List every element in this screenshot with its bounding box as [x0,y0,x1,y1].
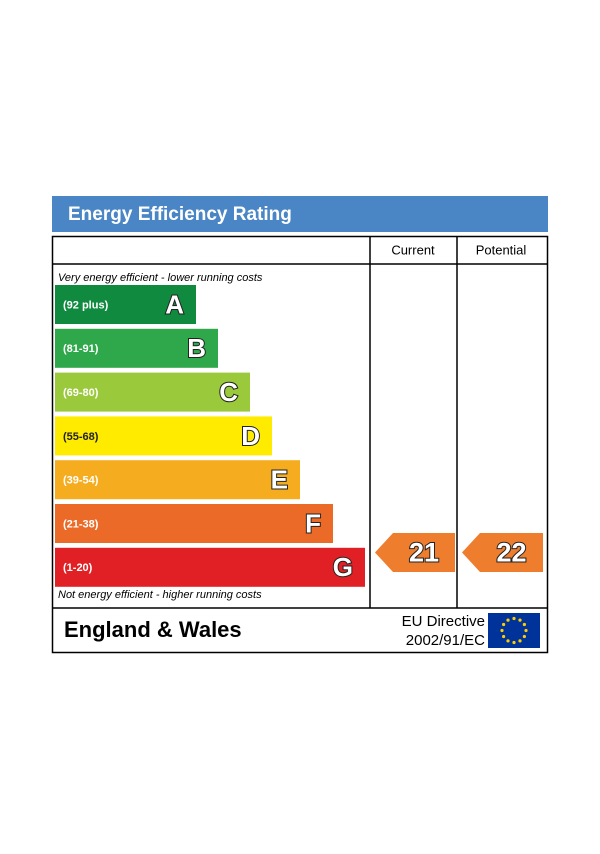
rating-value: 22 [496,538,526,568]
band-range: (21-38) [63,518,99,530]
band-range: (92 plus) [63,299,109,311]
title-bar [52,196,548,232]
band-letter: G [333,552,353,582]
directive: 2002/91/EC [406,632,485,649]
eu-star [506,639,510,643]
eu-star [506,618,510,622]
eu-star [518,639,522,643]
band [55,416,272,456]
eu-star [502,634,506,639]
band-letter: E [271,465,288,495]
eu-star [522,622,526,627]
column-header: Potential [476,242,527,257]
column-header: Current [391,242,435,257]
band-range: (39-54) [63,475,99,487]
band [55,460,300,500]
band [55,328,218,368]
eu-star [522,634,526,639]
band [55,547,365,587]
band-letter: F [305,508,321,538]
band-letter: B [187,333,206,363]
title: Energy Efficiency Rating [68,204,292,225]
eu-star [502,622,506,627]
rating-arrow [375,533,455,572]
band-range: (81-91) [63,343,99,355]
eu-star [518,618,522,622]
band-letter: C [219,377,238,407]
directive: EU Directive [402,613,485,630]
eu-star [500,628,504,633]
band [55,372,250,412]
band-range: (69-80) [63,387,99,399]
band [55,504,333,543]
eu-star [512,616,516,621]
rating-value: 21 [409,538,439,568]
eu-stars [500,616,528,645]
band-letter: A [165,289,184,319]
band-range: (55-68) [63,431,99,443]
eu-star [524,628,528,633]
band-letter: D [241,421,260,451]
eu-star [512,640,516,645]
top-note: Very energy efficient - lower running co… [58,272,263,284]
bottom-note: Not energy efficient - higher running co… [58,589,262,601]
rating-arrow [462,533,543,572]
band-range: (1-20) [63,562,93,574]
band [55,285,196,324]
region: England & Wales [64,617,242,642]
frame [51,235,549,654]
